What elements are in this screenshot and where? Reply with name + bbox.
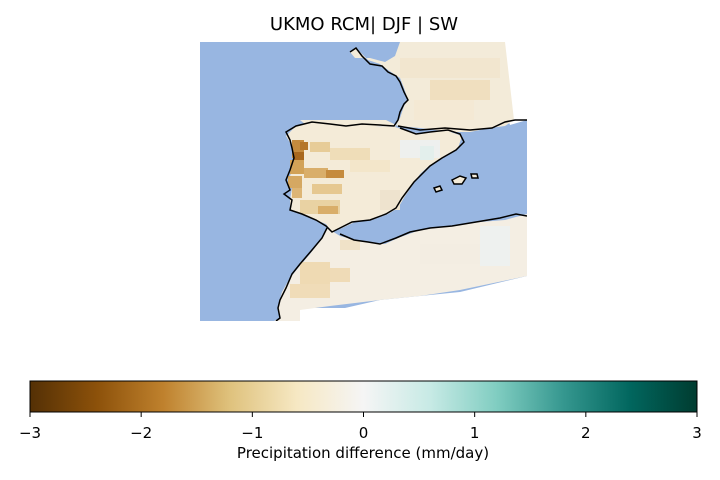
colorbar-tick-label: −2	[130, 424, 153, 442]
no-data-region	[298, 276, 527, 321]
coastline	[282, 46, 465, 233]
coastline	[339, 213, 527, 245]
precip-anomaly-cells	[288, 58, 510, 298]
colorbar-tick-label: 1	[469, 424, 480, 442]
colorbar-tick-label: 3	[692, 424, 702, 442]
island	[470, 173, 479, 179]
colorbar-ticks	[29, 412, 698, 417]
island	[450, 175, 468, 185]
colorbar	[29, 380, 698, 413]
coastline	[275, 227, 328, 321]
colorbar-tick-label: −1	[241, 424, 264, 442]
colorbar-tick-label: 0	[358, 424, 369, 442]
coastline	[397, 119, 527, 131]
colorbar-tick-label: 2	[581, 424, 591, 442]
map-title: UKMO RCM| DJF | SW	[269, 14, 459, 35]
africa-land	[274, 214, 527, 321]
colorbar-title: Precipitation difference (mm/day)	[236, 444, 490, 462]
colorbar-tick-label: −3	[18, 424, 42, 442]
island	[432, 185, 444, 193]
